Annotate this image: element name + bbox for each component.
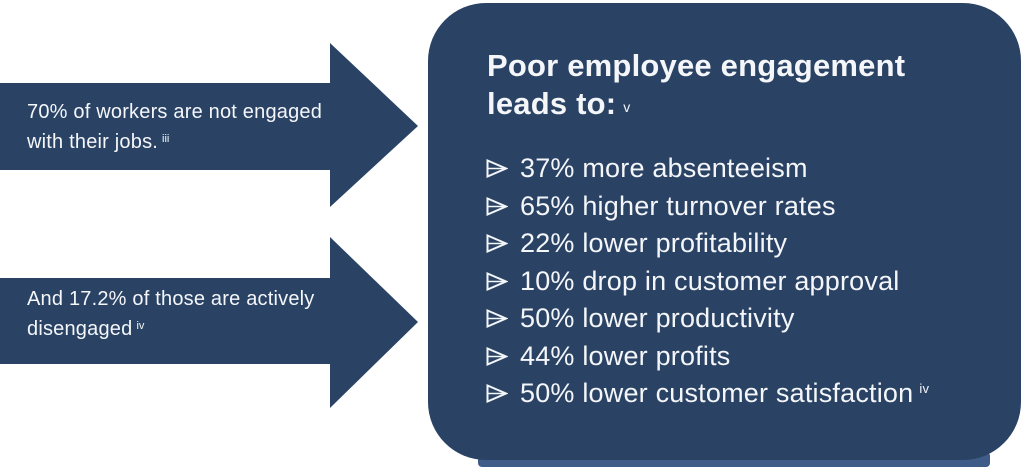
list-item-text: 22% lower profitability <box>520 228 788 259</box>
list-item-text: 37% more absenteeism <box>520 153 808 184</box>
list-item-text: 65% higher turnover rates <box>520 190 836 221</box>
title-footnote: v <box>623 99 631 115</box>
list-item-text: 50% lower productivity <box>520 303 795 334</box>
arrow1-footnote: iii <box>162 133 170 145</box>
list-item-text: 44% lower profits <box>520 340 731 371</box>
list-item: 44% lower profits <box>486 338 929 376</box>
arrowhead-bullet-icon <box>486 271 508 291</box>
impact-list: 37% more absenteeism 65% higher turnover… <box>486 150 929 413</box>
arrow1-label: 70% of workers are not engaged with thei… <box>27 99 322 156</box>
arrow2-label: And 17.2% of those are actively disengag… <box>27 286 314 343</box>
right-arrow-icon <box>0 237 418 408</box>
box-title-line1: Poor employee engagement <box>487 48 906 83</box>
arrowhead-bullet-icon <box>486 234 508 254</box>
list-item: 22% lower profitability <box>486 225 929 263</box>
list-item-text: 50% lower customer satisfaction <box>520 378 914 409</box>
arrow2-line2: disengaged iv <box>27 318 145 340</box>
arrow2-line1: And 17.2% of those are actively <box>27 288 315 310</box>
list-item: 37% more absenteeism <box>486 150 929 188</box>
arrow1-line2: with their jobs. iii <box>27 131 170 153</box>
arrow2-footnote: iv <box>136 320 145 332</box>
list-item: 50% lower productivity <box>486 300 929 338</box>
arrowhead-bullet-icon <box>486 159 508 179</box>
list-item-text: 10% drop in customer approval <box>520 265 900 296</box>
list-item-footnote: iv <box>919 381 930 396</box>
arrowhead-bullet-icon <box>486 384 508 404</box>
box-title: Poor employee engagement leads to: v <box>487 47 905 126</box>
arrowhead-bullet-icon <box>486 309 508 329</box>
right-arrow-icon <box>0 43 418 207</box>
arrowhead-bullet-icon <box>486 196 508 216</box>
list-item: 10% drop in customer approval <box>486 263 929 301</box>
arrow1-line1: 70% of workers are not engaged <box>27 101 323 123</box>
engagement-impact-box: Poor employee engagement leads to: v 37% … <box>428 3 1021 460</box>
box-title-line2: leads to: v <box>487 86 631 121</box>
arrowhead-bullet-icon <box>486 346 508 366</box>
list-item: 65% higher turnover rates <box>486 188 929 226</box>
list-item: 50% lower customer satisfaction iv <box>486 375 929 413</box>
